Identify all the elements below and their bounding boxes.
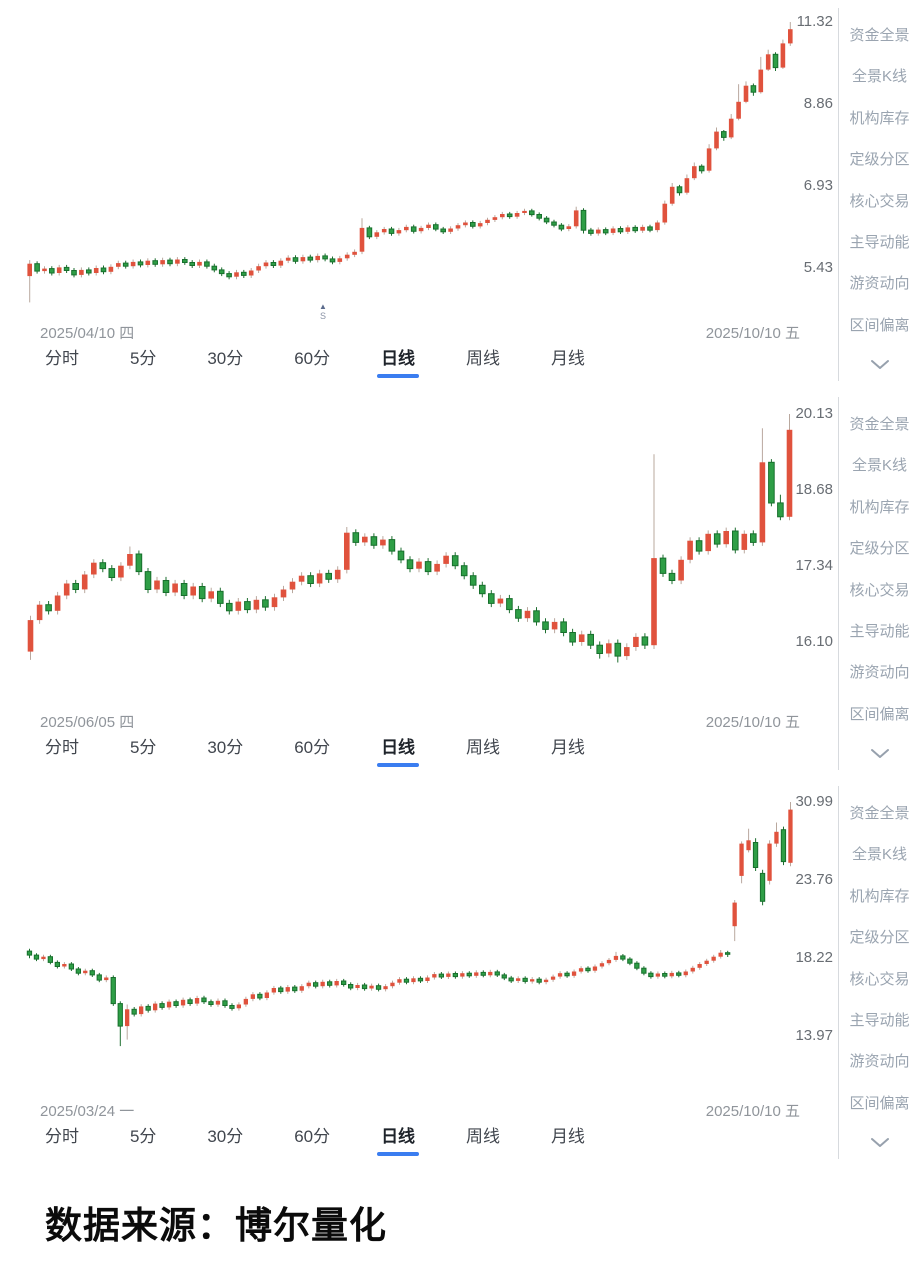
tab-1[interactable]: 分时 xyxy=(45,349,79,368)
y-axis-label: 17.34 xyxy=(795,557,833,574)
y-axis-label: 23.76 xyxy=(795,871,833,888)
sidebar-item-2[interactable]: 全景K线 xyxy=(851,68,907,86)
triangle-up-icon: ▲ xyxy=(319,302,327,311)
sidebar-item-1[interactable]: 资金全景 xyxy=(849,416,910,433)
tab-6[interactable]: 周线 xyxy=(466,349,500,368)
sidebar-item-2[interactable]: 全景K线 xyxy=(851,457,907,475)
tab-3[interactable]: 30分 xyxy=(207,349,244,368)
tab-5[interactable]: 日线 xyxy=(381,344,415,378)
period-tabbar: 分时 5分 30分 60分 日线 周线 月线 xyxy=(45,1122,585,1156)
chart-section-1: 11.32 8.86 6.93 5.43 ▲ S 2025/04/10 四 2025/… xyxy=(0,0,920,389)
sidebar-item-6[interactable]: 主导动能 xyxy=(849,233,910,251)
y-axis-label: 30.99 xyxy=(795,793,833,810)
end-date: 2025/10/10 五 xyxy=(705,1103,800,1120)
sidebar-item-7[interactable]: 游资动向 xyxy=(849,664,910,682)
y-axis-label: 18.68 xyxy=(795,481,833,498)
tools-sidebar: 资金全景全景K线机构库存定级分区核心交易主导动能游资动向区间偏离 xyxy=(839,778,920,1167)
y-axis-label: 8.86 xyxy=(803,95,833,112)
end-date: 2025/10/10 五 xyxy=(705,325,800,342)
y-axis-label: 16.10 xyxy=(795,633,833,650)
tab-7[interactable]: 月线 xyxy=(550,1127,585,1146)
y-axis-label: 13.97 xyxy=(795,1027,833,1044)
sidebar-item-3[interactable]: 机构库存 xyxy=(849,498,910,516)
tab-4[interactable]: 60分 xyxy=(294,1127,331,1146)
sidebar-item-8[interactable]: 区间偏离 xyxy=(849,705,910,723)
tab-2[interactable]: 5分 xyxy=(129,349,157,368)
y-axis-label: 6.93 xyxy=(803,177,833,194)
tools-sidebar: 资金全景全景K线机构库存定级分区核心交易主导动能游资动向区间偏离 xyxy=(839,0,920,389)
tab-7[interactable]: 月线 xyxy=(550,349,585,368)
sidebar-item-1[interactable]: 资金全景 xyxy=(849,27,910,44)
tab-5[interactable]: 日线 xyxy=(381,733,415,767)
sidebar-item-4[interactable]: 定级分区 xyxy=(849,151,910,169)
sidebar-item-8[interactable]: 区间偏离 xyxy=(849,1094,910,1112)
sidebar-item-1[interactable]: 资金全景 xyxy=(849,805,910,822)
y-axis-label: 18.22 xyxy=(795,949,833,966)
vertical-divider xyxy=(838,786,839,1159)
tab-4[interactable]: 60分 xyxy=(294,738,331,757)
sidebar-item-8[interactable]: 区间偏离 xyxy=(849,316,910,334)
sidebar-item-4[interactable]: 定级分区 xyxy=(849,540,910,558)
sidebar-item-2[interactable]: 全景K线 xyxy=(851,846,907,864)
tab-5[interactable]: 日线 xyxy=(381,1122,415,1156)
sidebar-item-3[interactable]: 机构库存 xyxy=(849,109,910,127)
sidebar-item-4[interactable]: 定级分区 xyxy=(849,929,910,947)
chart-section-2: 20.13 18.68 17.34 16.10 2025/06/05 四 2025/1… xyxy=(0,389,920,778)
sidebar-item-5[interactable]: 核心交易 xyxy=(849,581,910,599)
start-date: 2025/06/05 四 xyxy=(40,714,135,731)
candlestick-plot xyxy=(27,414,793,663)
start-date: 2025/04/10 四 xyxy=(40,325,135,342)
chart-section-3: 30.99 23.76 18.22 13.97 2025/03/24 一 2025/1… xyxy=(0,778,920,1167)
start-date: 2025/03/24 一 xyxy=(40,1103,135,1120)
tab-2[interactable]: 5分 xyxy=(129,1127,157,1146)
sidebar-item-6[interactable]: 主导动能 xyxy=(849,1011,910,1029)
candlestick-plot xyxy=(27,22,793,303)
tools-sidebar: 资金全景全景K线机构库存定级分区核心交易主导动能游资动向区间偏离 xyxy=(839,389,920,778)
period-tabbar: 分时 5分 30分 60分 日线 周线 月线 xyxy=(45,344,585,378)
chevron-down-icon[interactable] xyxy=(870,746,890,764)
marker-label: S xyxy=(319,311,326,321)
sell-signal-marker: ▲ S xyxy=(315,303,331,321)
sidebar-item-7[interactable]: 游资动向 xyxy=(849,275,910,293)
y-axis-label: 5.43 xyxy=(803,259,833,276)
data-source-caption: 数据来源：博尔量化 xyxy=(45,1205,387,1246)
end-date: 2025/10/10 五 xyxy=(705,714,800,731)
tab-6[interactable]: 周线 xyxy=(466,1127,500,1146)
tab-6[interactable]: 周线 xyxy=(466,738,500,757)
period-tabbar: 分时 5分 30分 60分 日线 周线 月线 xyxy=(45,733,585,767)
candlestick-plot xyxy=(26,802,793,1047)
y-axis-label: 11.32 xyxy=(796,13,833,30)
chevron-down-icon[interactable] xyxy=(870,1135,890,1153)
tab-1[interactable]: 分时 xyxy=(45,738,79,757)
sidebar-item-5[interactable]: 核心交易 xyxy=(849,192,910,210)
vertical-divider xyxy=(838,8,839,381)
vertical-divider xyxy=(838,397,839,770)
tab-1[interactable]: 分时 xyxy=(45,1127,79,1146)
tab-2[interactable]: 5分 xyxy=(129,738,157,757)
sidebar-item-3[interactable]: 机构库存 xyxy=(849,887,910,905)
y-axis-label: 20.13 xyxy=(795,405,833,422)
tab-3[interactable]: 30分 xyxy=(207,1127,244,1146)
sidebar-item-6[interactable]: 主导动能 xyxy=(849,622,910,640)
sidebar-item-5[interactable]: 核心交易 xyxy=(849,970,910,988)
sidebar-item-7[interactable]: 游资动向 xyxy=(849,1053,910,1071)
chevron-down-icon[interactable] xyxy=(870,357,890,375)
tab-3[interactable]: 30分 xyxy=(207,738,244,757)
tab-4[interactable]: 60分 xyxy=(294,349,331,368)
tab-7[interactable]: 月线 xyxy=(550,738,585,757)
